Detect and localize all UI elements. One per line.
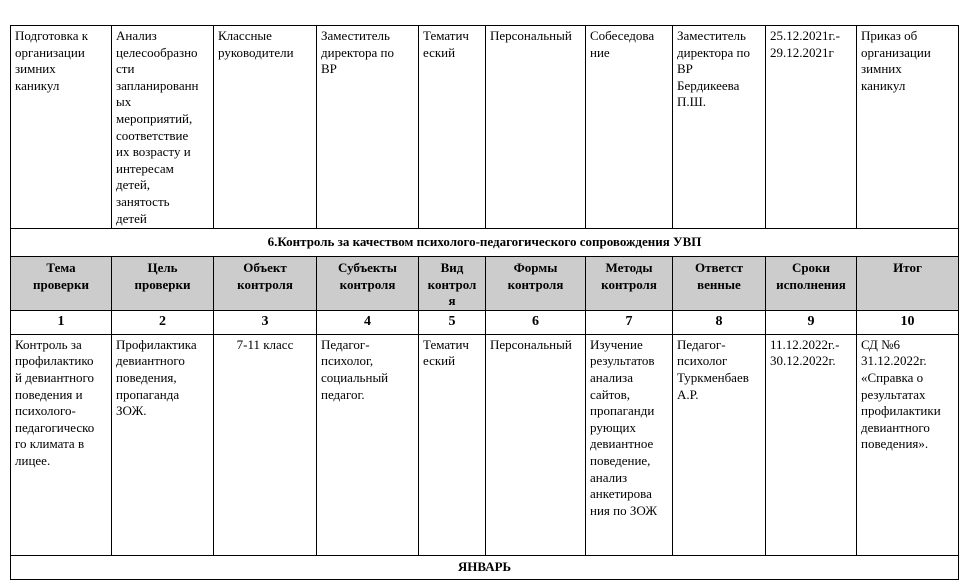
cell-forms: Персональный [485, 25, 586, 229]
month-row: ЯНВАРЬ [10, 554, 959, 580]
column-number-row: 1 2 3 4 5 6 7 8 9 10 [10, 309, 959, 335]
cell-result: СД №6 31.12.2022г. «Справка о результата… [856, 333, 959, 556]
cell-dates: 11.12.2022г.- 30.12.2022г. [765, 333, 857, 556]
header-object: Объект контроля [213, 256, 317, 311]
column-number: 10 [856, 309, 959, 335]
column-number: 6 [485, 309, 586, 335]
header-topic: Тема проверки [10, 256, 112, 311]
cell-goal: Профилактика девиантного поведения, проп… [111, 333, 214, 556]
cell-methods: Собеседова ние [585, 25, 673, 229]
column-number: 2 [111, 309, 214, 335]
cell-object: Классные руководители [213, 25, 317, 229]
control-plan-table: Подготовка к организации зимних каникул … [10, 25, 959, 580]
table-row: Контроль за профилактико й девиантного п… [10, 333, 959, 556]
cell-dates: 25.12.2021г.- 29.12.2021г [765, 25, 857, 229]
section-row: 6.Контроль за качеством психолого-педаго… [10, 228, 959, 257]
column-number: 3 [213, 309, 317, 335]
section-title: 6.Контроль за качеством психолого-педаго… [10, 228, 959, 257]
cell-topic: Подготовка к организации зимних каникул [10, 25, 112, 229]
header-row: Тема проверки Цель проверки Объект контр… [10, 256, 959, 311]
month-title: ЯНВАРЬ [10, 554, 959, 580]
cell-topic: Контроль за профилактико й девиантного п… [10, 333, 112, 556]
column-number: 5 [418, 309, 486, 335]
cell-result: Приказ об организации зимних каникул [856, 25, 959, 229]
header-methods: Методы контроля [585, 256, 673, 311]
cell-object: 7-11 класс [213, 333, 317, 556]
header-forms: Формы контроля [485, 256, 586, 311]
cell-type: Тематич еский [418, 25, 486, 229]
column-number: 4 [316, 309, 419, 335]
cell-goal: Анализ целесообразно сти запланированн ы… [111, 25, 214, 229]
column-number: 9 [765, 309, 857, 335]
cell-responsible: Педагог- психолог Туркменбаев А.Р. [672, 333, 766, 556]
header-responsible: Ответст венные [672, 256, 766, 311]
column-number: 1 [10, 309, 112, 335]
table-row: Подготовка к организации зимних каникул … [10, 25, 959, 229]
cell-subjects: Заместитель директора по ВР [316, 25, 419, 229]
header-result: Итог [856, 256, 959, 311]
cell-methods: Изучение результатов анализа сайтов, про… [585, 333, 673, 556]
column-number: 7 [585, 309, 673, 335]
cell-type: Тематич еский [418, 333, 486, 556]
header-goal: Цель проверки [111, 256, 214, 311]
cell-forms: Персональный [485, 333, 586, 556]
cell-responsible: Заместитель директора по ВР Бердикеева П… [672, 25, 766, 229]
cell-subjects: Педагог- психолог, социальный педагог. [316, 333, 419, 556]
header-type: Вид контрол я [418, 256, 486, 311]
column-number: 8 [672, 309, 766, 335]
header-subjects: Субъекты контроля [316, 256, 419, 311]
header-dates: Сроки исполнения [765, 256, 857, 311]
